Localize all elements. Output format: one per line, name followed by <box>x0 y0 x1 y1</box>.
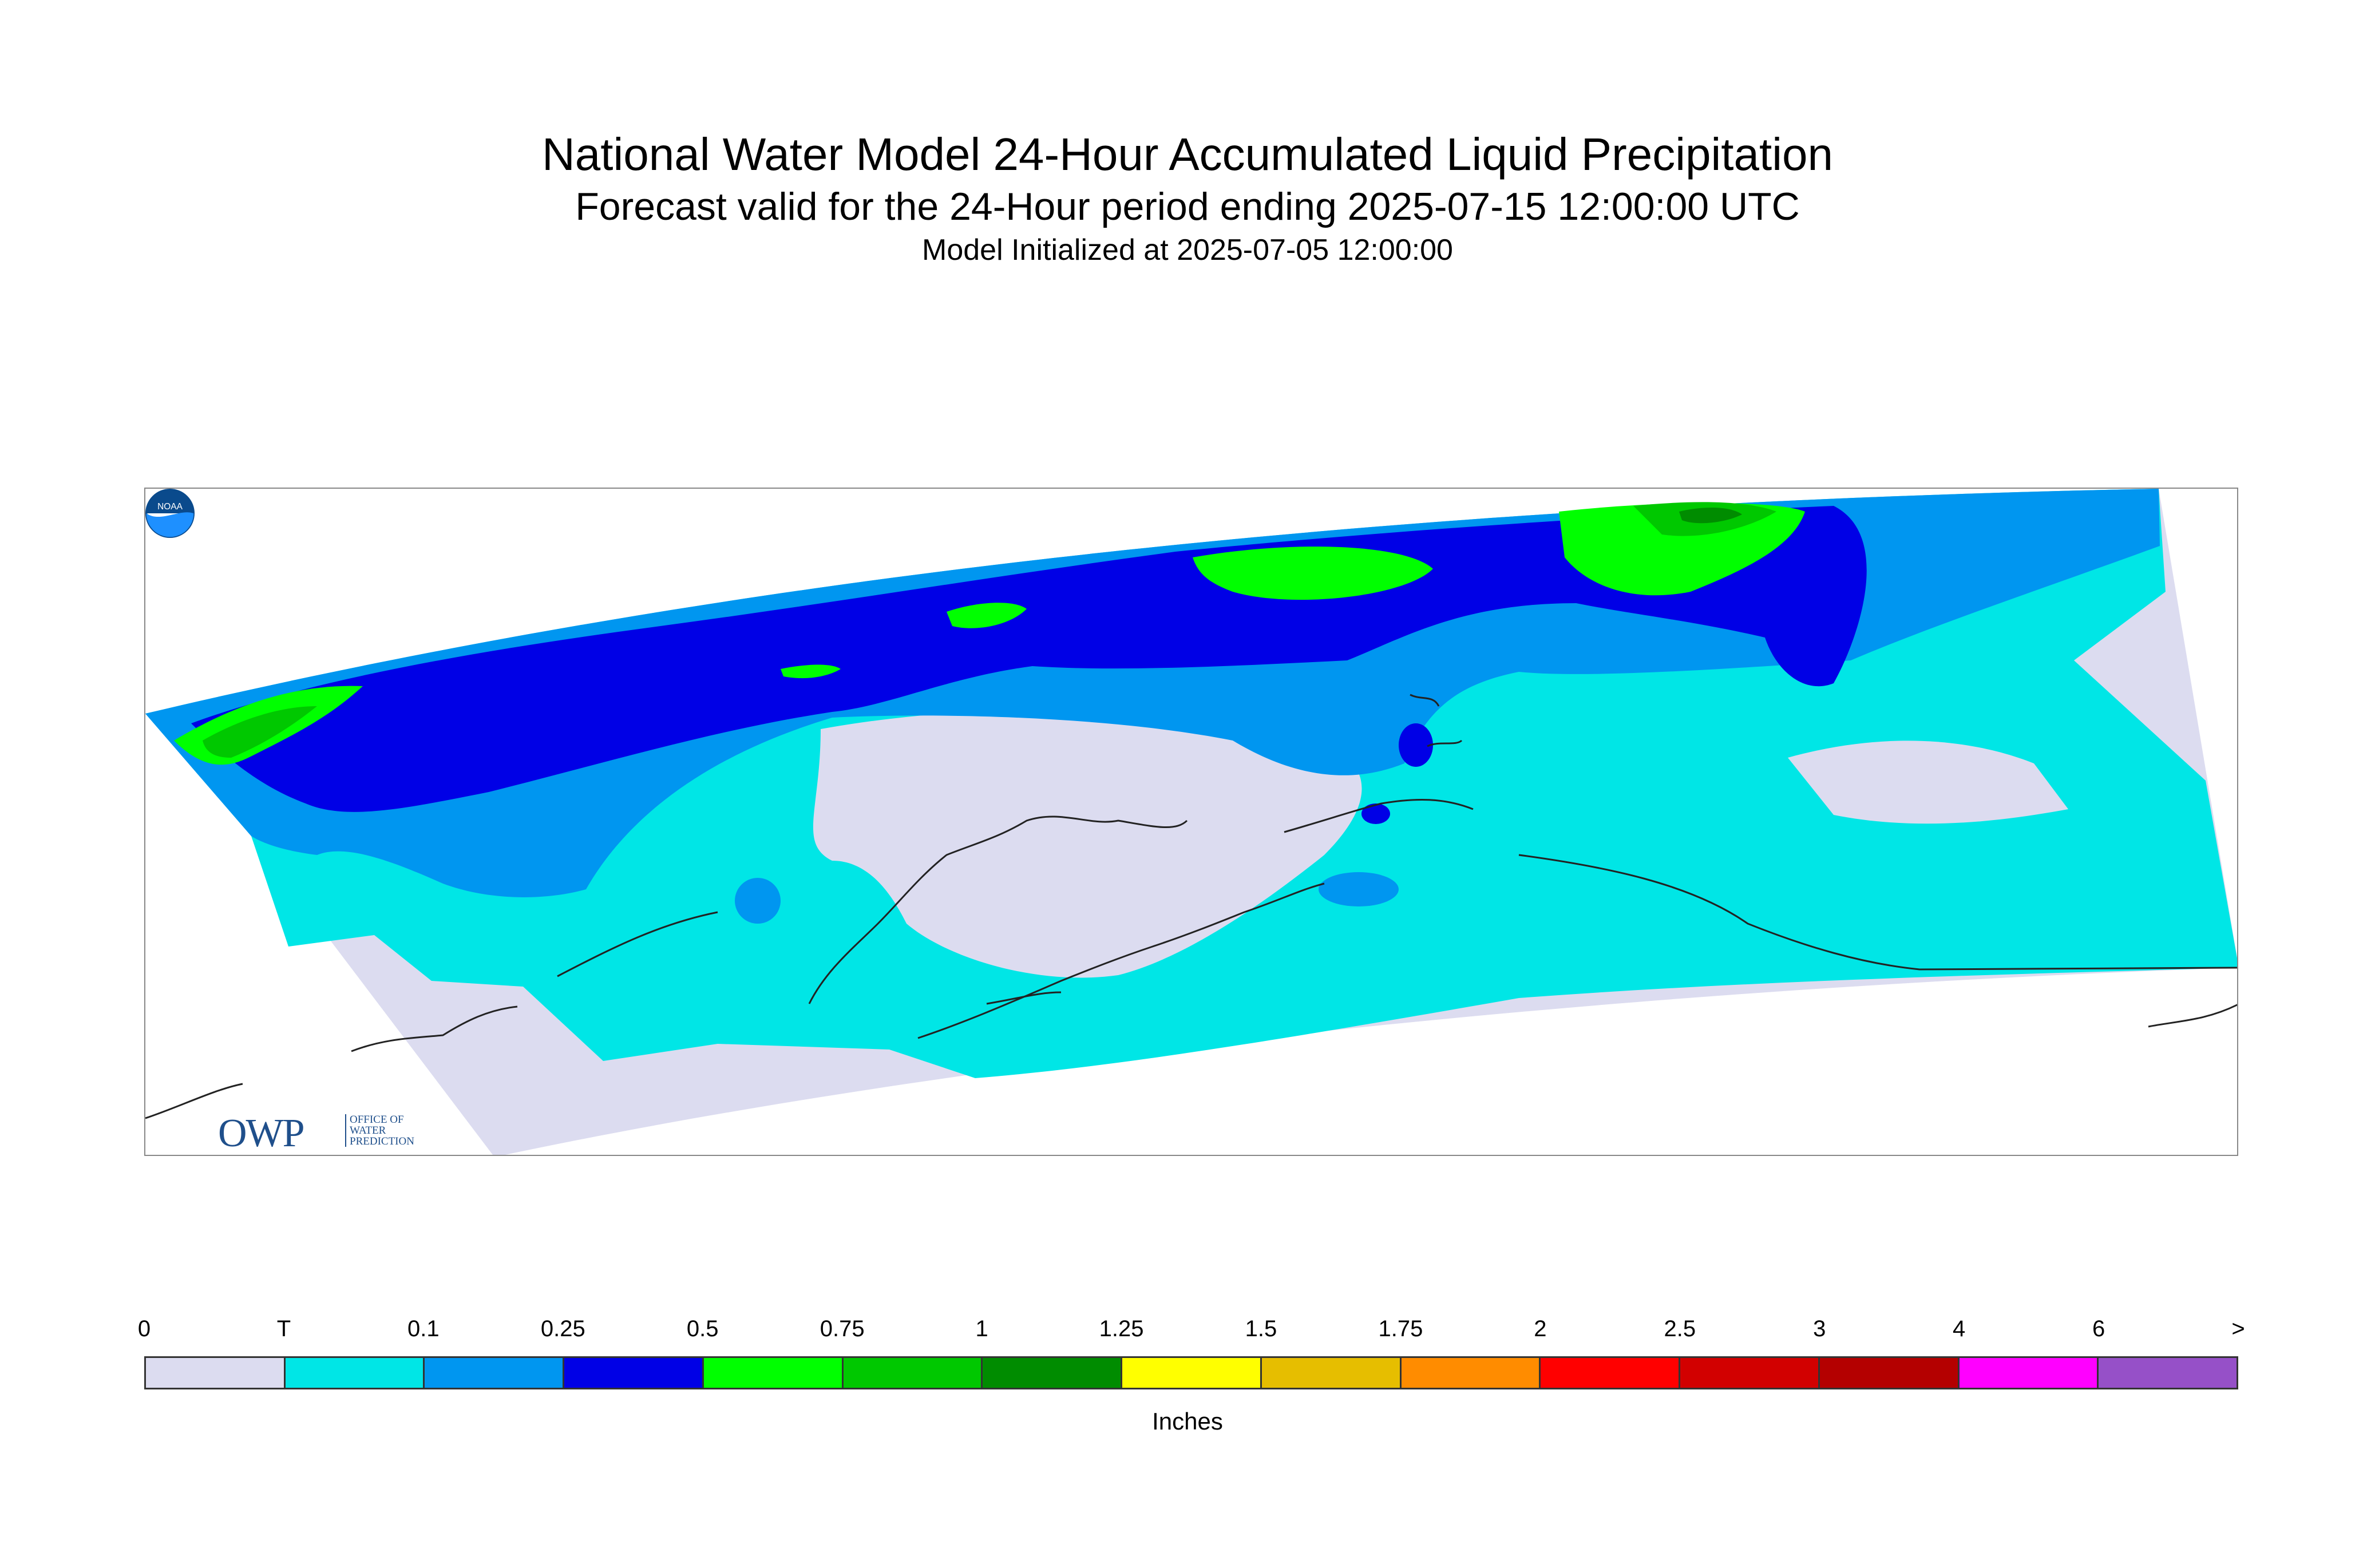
legend-swatch <box>2099 1358 2237 1388</box>
precip-map: OWP OFFICE OF WATER PREDICTION NOAA <box>144 488 2238 1156</box>
legend-swatch <box>285 1358 425 1388</box>
p50-patch-central <box>1193 547 1433 600</box>
legend-swatch <box>1261 1358 1402 1388</box>
owp-subtext-line-3: PREDICTION <box>350 1135 414 1147</box>
legend-tick-label: 1.25 <box>1099 1316 1144 1341</box>
legend-tick-label: 0.25 <box>540 1316 585 1341</box>
legend-bar <box>144 1356 2238 1389</box>
title-block: National Water Model 24-Hour Accumulated… <box>0 127 2375 269</box>
page-title: National Water Model 24-Hour Accumulated… <box>542 129 1833 180</box>
legend-swatch <box>703 1358 844 1388</box>
legend-tick-label: 4 <box>1953 1316 1966 1341</box>
legend-swatch <box>983 1358 1123 1388</box>
p75-patch-nw <box>203 706 317 758</box>
p100-core-ne <box>1679 508 1742 524</box>
zero-pocket-mainland <box>813 710 1362 978</box>
legend-tick-label: 1 <box>975 1316 988 1341</box>
noaa-logo: NOAA <box>145 489 195 538</box>
legend-tick-label: 0.75 <box>820 1316 865 1341</box>
legend-tick-label: T <box>276 1316 291 1341</box>
owp-mark: OWP <box>218 1111 305 1155</box>
legend-swatch <box>1401 1358 1541 1388</box>
legend-swatch <box>843 1358 983 1388</box>
forecast-valid-subtitle: Forecast valid for the 24-Hour period en… <box>575 185 1800 228</box>
legend-tick-label: 2.5 <box>1664 1316 1696 1341</box>
p25-blob-2 <box>1399 723 1433 767</box>
legend-swatch <box>146 1358 286 1388</box>
legend-swatch <box>1959 1358 2099 1388</box>
legend-tick-label: 6 <box>2092 1316 2105 1341</box>
legend-tick-label: > <box>2231 1316 2245 1341</box>
precip-map-svg <box>145 489 2237 1155</box>
p50-patch-small2 <box>781 664 841 679</box>
legend-tick-label: 0 <box>137 1316 151 1341</box>
owp-subtext-line-1: OFFICE OF <box>350 1114 404 1126</box>
model-init-text: Model Initialized at 2025-07-05 12:00:00 <box>922 233 1453 267</box>
legend-units: Inches <box>1152 1408 1223 1435</box>
legend-swatch <box>1819 1358 1960 1388</box>
p25-blob-3 <box>1361 803 1390 824</box>
legend-swatch <box>425 1358 565 1388</box>
p50-patch-small <box>947 603 1027 628</box>
legend-swatch <box>1122 1358 1262 1388</box>
zero-pocket-east <box>1788 741 2068 824</box>
legend-swatch <box>1680 1358 1820 1388</box>
legend-tick-label: 1.75 <box>1378 1316 1423 1341</box>
legend-tick-label: 0.5 <box>686 1316 719 1341</box>
p25-blob-1 <box>483 724 540 757</box>
legend-tick-label: 0.1 <box>407 1316 440 1341</box>
owp-subtext: OFFICE OF WATER PREDICTION <box>345 1114 414 1147</box>
legend-tick-label: 1.5 <box>1245 1316 1277 1341</box>
owp-logo: OWP OFFICE OF WATER PREDICTION <box>218 1111 424 1155</box>
owp-subtext-line-2: WATER <box>350 1124 386 1137</box>
p25-area <box>191 506 1867 812</box>
p10-blob-1 <box>1319 872 1399 906</box>
legend-tick-label: 3 <box>1813 1316 1826 1341</box>
coastlines <box>145 694 2237 1119</box>
legend-tick-label: 2 <box>1534 1316 1547 1341</box>
legend-swatch <box>1541 1358 1681 1388</box>
p10-blob-2 <box>735 878 781 924</box>
noaa-logo-text: NOAA <box>157 502 183 512</box>
legend-swatch <box>564 1358 704 1388</box>
